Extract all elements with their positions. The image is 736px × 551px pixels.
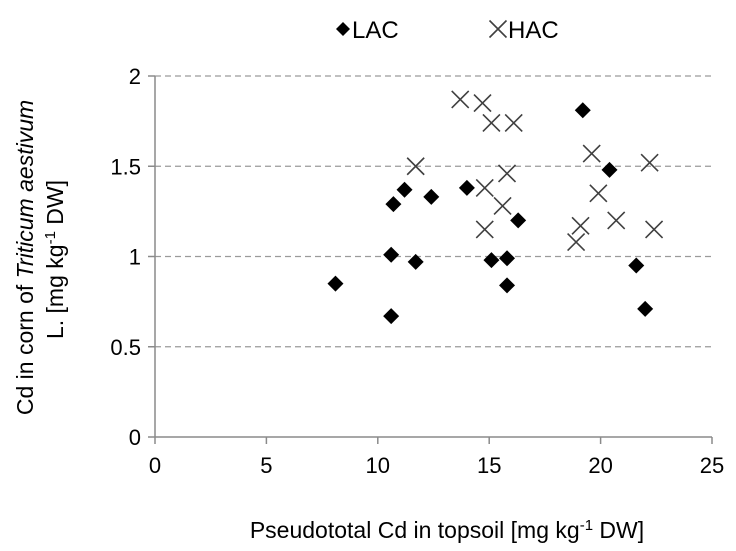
data-point-lac — [458, 179, 475, 196]
data-point-hac — [451, 90, 470, 109]
data-point-hac — [571, 216, 590, 235]
data-point-lac — [499, 277, 516, 294]
data-point-hac — [504, 113, 523, 132]
x-tick-label: 10 — [366, 453, 390, 478]
tick-labels: 00.511.520 5 10 15 20 25 — [110, 64, 724, 478]
x-tick-label: 15 — [477, 453, 501, 478]
data-point-lac — [396, 181, 413, 198]
y-tick-label: 1 — [129, 245, 141, 270]
data-point-lac — [383, 246, 400, 263]
data-point-lac — [574, 102, 591, 119]
legend-hac-label: HAC — [508, 17, 559, 44]
y-tick-label: 1.5 — [110, 154, 141, 179]
x-tick-label: 5 — [260, 453, 272, 478]
data-point-hac — [475, 220, 494, 239]
data-point-lac — [510, 212, 527, 229]
data-point-hac — [589, 184, 608, 203]
data-points — [327, 90, 664, 325]
legend-hac-cross — [488, 19, 508, 39]
x-axis-title: Pseudototal Cd in topsoil [mg kg-1 DW] — [250, 517, 644, 544]
data-point-hac — [482, 113, 501, 132]
y-tick-label: 2 — [129, 64, 141, 89]
data-point-lac — [383, 308, 400, 325]
data-point-lac — [628, 257, 645, 274]
legend-lac-label: LAC — [352, 17, 399, 44]
data-point-lac — [407, 253, 424, 270]
data-point-hac — [567, 232, 586, 252]
data-point-hac — [473, 94, 492, 113]
data-point-hac — [493, 196, 512, 216]
y-axis-title-line1: Cd in corn of Triticum aestivum — [12, 100, 38, 415]
x-tick-label: 0 — [149, 453, 161, 478]
axes — [148, 75, 713, 444]
data-point-lac — [637, 300, 654, 317]
legend: LAC HAC — [336, 17, 559, 44]
data-point-lac — [385, 196, 402, 213]
gridlines — [155, 75, 712, 348]
data-point-lac — [327, 275, 344, 292]
data-point-lac — [423, 188, 440, 205]
data-point-hac — [640, 153, 659, 172]
data-point-hac — [645, 220, 664, 239]
series-lac — [327, 102, 654, 325]
data-point-hac — [607, 211, 626, 230]
series-hac — [406, 90, 664, 252]
data-point-hac — [406, 157, 425, 176]
legend-lac-marker — [336, 22, 350, 36]
y-axis-title: Cd in corn of Triticum aestivum L. [mg k… — [12, 100, 68, 415]
y-axis-title-line2: L. [mg kg-1 DW] — [42, 180, 69, 339]
x-tick-label: 25 — [700, 453, 724, 478]
y-tick-label: 0 — [129, 425, 141, 450]
data-point-lac — [483, 252, 500, 269]
legend-hac-marker — [488, 19, 508, 39]
data-point-hac — [582, 144, 601, 163]
data-point-lac — [499, 250, 516, 267]
data-point-hac — [497, 164, 517, 183]
x-tick-label: 20 — [588, 453, 612, 478]
data-point-hac — [475, 178, 494, 197]
data-point-lac — [601, 161, 618, 178]
y-tick-label: 0.5 — [110, 335, 141, 360]
